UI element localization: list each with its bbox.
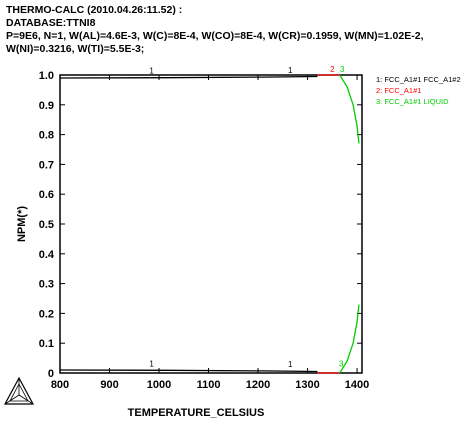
x-tick-label: 1000 [147,379,171,391]
x-tick-label: 900 [100,379,118,391]
y-tick-label: 0.2 [39,308,54,320]
curve-label: 2 [330,65,335,74]
curve-label: 1 [149,359,154,368]
y-tick-label: 0.5 [39,219,54,231]
plot-layer: 800 900 1000 1100 1200 1300 1400 0 0.1 0.2 0.3 0.4 0… [39,65,461,391]
curve-label: 3 [339,359,344,368]
y-tick-label: 0.1 [39,338,54,350]
y-tick-label: 1.0 [39,70,54,82]
x-tick-label: 800 [51,379,69,391]
x-axis-label: TEMPERATURE_CELSIUS [128,407,265,419]
legend-entry: 3: FCC_A1#1 LIQUID [376,97,449,106]
series-1-line [59,369,318,373]
x-tick-label: 1400 [345,379,369,391]
y-tick-label: 0.8 [39,130,54,142]
curve-label: 1 [149,66,154,75]
series-3-line [339,74,360,144]
y-tick-label: 0.7 [39,159,54,171]
y-axis-label: NPM(*) [16,206,28,242]
y-tick-label: 0.9 [39,100,54,112]
y-tick-label: 0.6 [39,189,54,201]
header-line-4: W(NI)=0.3216, W(TI)=5.5E-3; [6,43,145,55]
y-tick-label: 0.3 [39,279,54,291]
y-tick-label: 0 [48,368,54,380]
x-tick-label: 1300 [295,379,319,391]
curve-label: 3 [340,65,345,74]
series-3-line [339,304,360,374]
series-1-line [59,75,318,79]
legend-entry: 2: FCC_A1#1 [376,86,421,95]
y-tick-label: 0.4 [39,249,55,261]
plot-frame [59,74,363,374]
curve-label: 1 [288,360,293,369]
header-line-3: P=9E6, N=1, W(AL)=4.6E-3, W(C)=8E-4, W(C… [6,30,424,42]
curve-label: 1 [288,66,293,75]
x-tick-label: 1200 [246,379,270,391]
thermo-calc-triangle-logo [3,376,35,405]
header-line-2: DATABASE:TTNI8 [6,17,96,29]
header-line-1: THERMO-CALC (2010.04.26:11.52) : [6,4,183,16]
x-tick-label: 1100 [197,379,221,391]
legend-entry: 1: FCC_A1#1 FCC_A1#2 [376,75,461,84]
